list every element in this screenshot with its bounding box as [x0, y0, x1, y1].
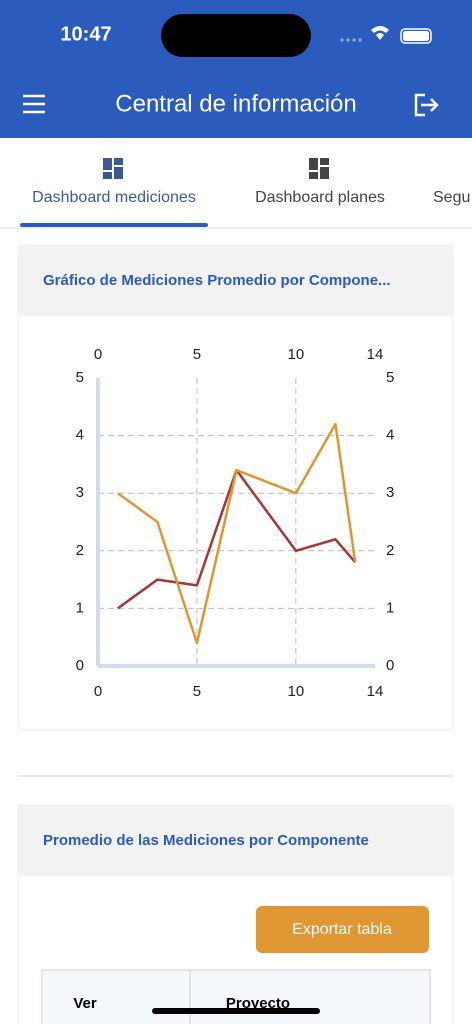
y-tick-label: 3: [76, 484, 84, 501]
x2-tick-label: 0: [94, 346, 102, 363]
data-line: [117, 422, 357, 645]
y-tick-label: 0: [76, 657, 84, 674]
card-header: [18, 805, 453, 876]
y2-tick-label: 2: [386, 542, 394, 559]
y2-tick-label: 0: [386, 657, 394, 674]
x-tick-label: 5: [193, 683, 201, 700]
tab-indicator: [20, 223, 208, 227]
logout-button[interactable]: [414, 93, 439, 117]
y2-tick-label: 5: [386, 369, 394, 386]
app-title: Central de información: [115, 90, 356, 117]
y-tick-label: 4: [76, 427, 84, 444]
x-tick-label: 14: [367, 683, 384, 700]
y-tick-label: 1: [76, 599, 84, 616]
card-title: Promedio de las Mediciones por Component…: [43, 832, 369, 849]
x2-tick-label: 5: [193, 346, 201, 363]
tab[interactable]: Segu: [433, 189, 470, 206]
x-tick-label: 0: [94, 683, 102, 700]
export-button[interactable]: [256, 906, 429, 953]
tab-bar: [0, 138, 472, 228]
y2-tick-label: 3: [386, 484, 394, 501]
column-header: Proyecto: [226, 995, 290, 1012]
table-header: [41, 969, 431, 1024]
tab-icon: [103, 158, 123, 179]
card-header: [18, 245, 453, 316]
y2-tick-label: 4: [386, 427, 394, 444]
column-header: Ver: [73, 995, 97, 1012]
x2-tick-label: 10: [288, 346, 305, 363]
tab[interactable]: Dashboard mediciones: [32, 189, 196, 206]
status-icons: [340, 26, 432, 44]
export-label: Exportar tabla: [292, 921, 392, 938]
menu-button[interactable]: [23, 94, 45, 114]
tab[interactable]: Dashboard planes: [255, 189, 385, 206]
tab-icon: [309, 158, 329, 179]
dynamic-island: [161, 14, 311, 57]
y-tick-label: 2: [76, 542, 84, 559]
y2-tick-label: 1: [386, 599, 394, 616]
x-tick-label: 10: [288, 683, 305, 700]
y-tick-label: 5: [76, 369, 84, 386]
card-title: Gráfico de Mediciones Promedio por Compo…: [43, 272, 391, 289]
x2-tick-label: 14: [367, 346, 384, 363]
home-indicator: [152, 1008, 320, 1014]
time: 10:47: [60, 23, 111, 45]
